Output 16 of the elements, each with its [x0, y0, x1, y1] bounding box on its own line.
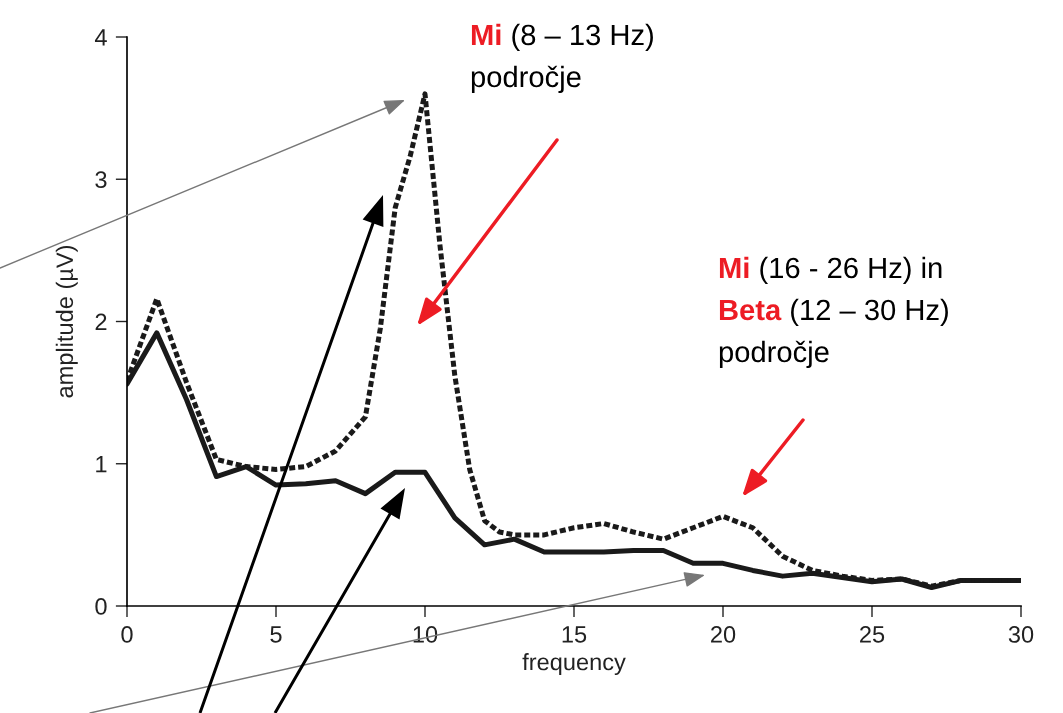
x-axis-title: frequency	[522, 653, 626, 676]
y-tick-label: 2	[95, 313, 107, 331]
y-tick-label: 0	[95, 598, 107, 615]
x-tick-label: 15	[562, 626, 587, 643]
x-tick-label: 10	[413, 626, 438, 643]
x-tick-label: 20	[711, 626, 736, 643]
annotation: Mi (8 – 13 Hz) področje	[471, 23, 653, 94]
y-tick-label: 4	[94, 29, 107, 46]
y-tick-label: 3	[95, 171, 107, 189]
x-tick-label: 0	[121, 626, 133, 643]
x-tick-label: 5	[270, 626, 282, 643]
y-tick-label: 1	[96, 456, 107, 473]
y-axis-title: amplitude (µV)	[55, 245, 78, 398]
x-tick-label: 30	[1008, 626, 1034, 643]
x-tick-label: 25	[860, 626, 885, 643]
annotation: Mi (16 - 26 Hz) in Beta (12 – 30 Hz) področje	[719, 256, 948, 369]
